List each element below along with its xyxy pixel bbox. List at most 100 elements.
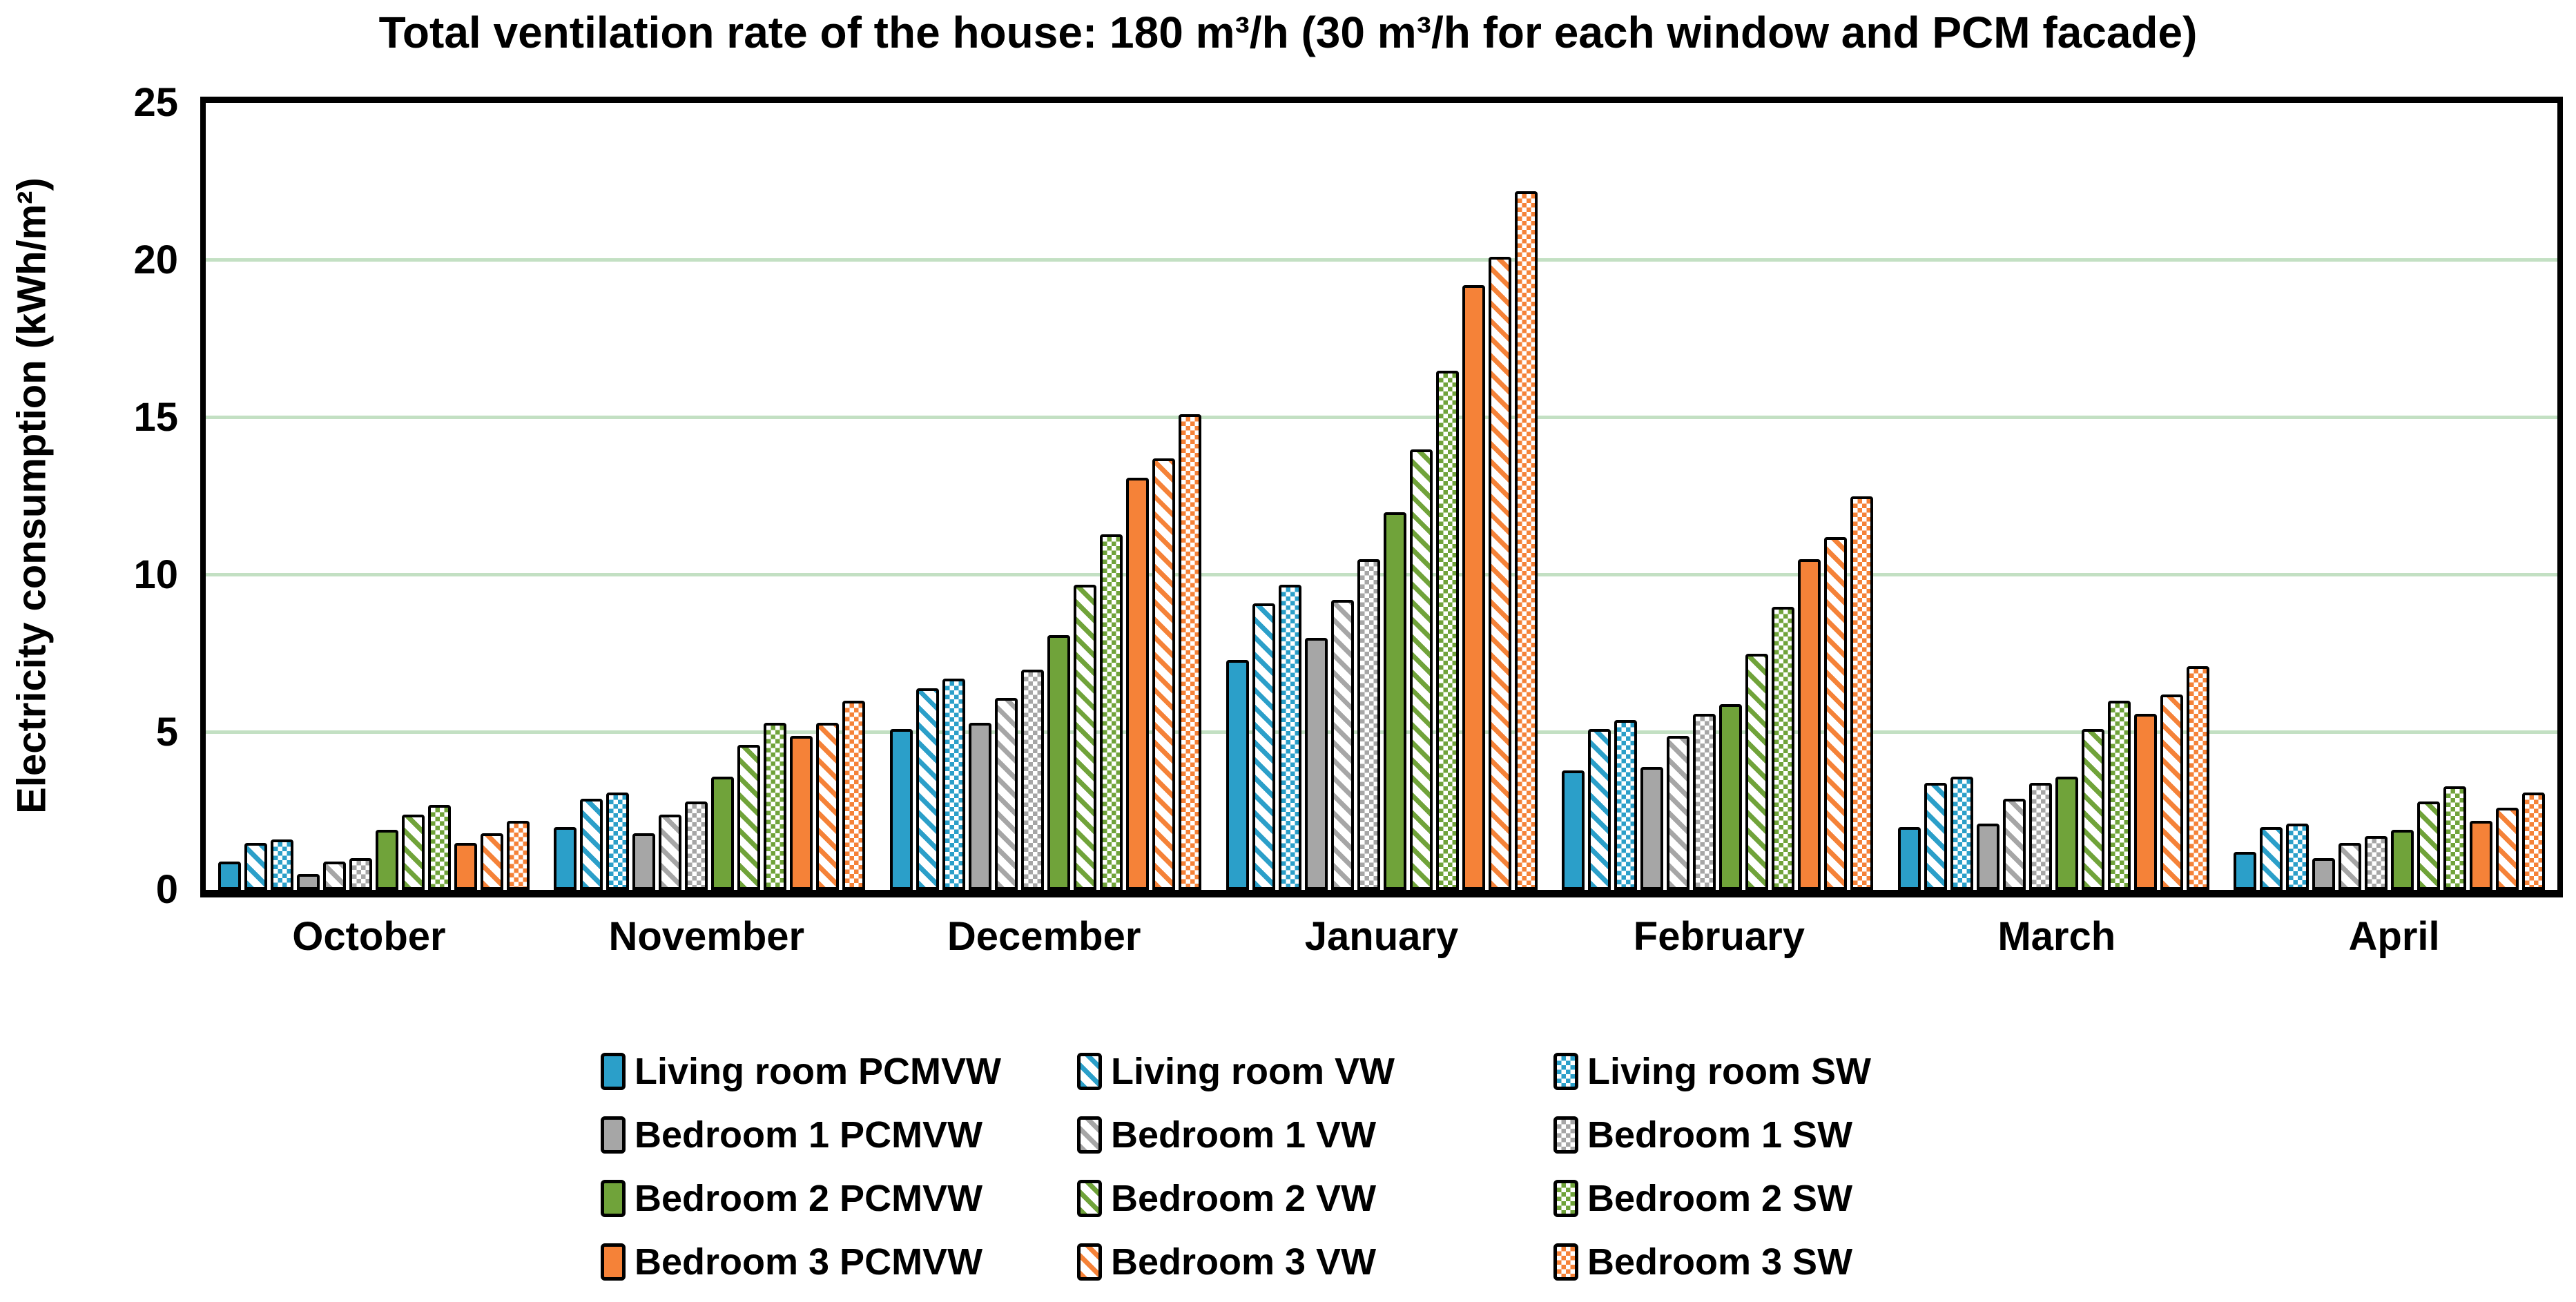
bar: [2338, 843, 2362, 890]
bar: [1383, 512, 1406, 890]
legend-item: Bedroom 1 SW: [1553, 1114, 1871, 1156]
bar: [2496, 808, 2519, 890]
bar: [1924, 783, 1947, 890]
legend-label: Bedroom 1 PCMVW: [635, 1114, 983, 1156]
bar: [2260, 827, 2283, 890]
legend-swatch-icon: [1553, 1053, 1578, 1090]
bar: [1614, 720, 1638, 890]
bar: [2055, 777, 2078, 890]
legend-label: Living room VW: [1111, 1051, 1395, 1092]
legend-swatch-icon: [1077, 1180, 1102, 1217]
bar: [685, 801, 708, 890]
bar: [1178, 414, 1201, 890]
chart-title: Total ventilation rate of the house: 180…: [378, 8, 2198, 57]
legend-item: Living room PCMVW: [601, 1051, 1077, 1092]
bar: [2160, 694, 2183, 890]
bar-group-october: [206, 103, 542, 890]
bar: [1152, 458, 1175, 890]
bar: [1435, 371, 1459, 890]
bar: [244, 843, 267, 890]
bar: [427, 805, 451, 890]
bar: [942, 679, 965, 890]
legend-item: Living room VW: [1077, 1051, 1553, 1092]
x-axis-label-october: October: [292, 914, 446, 959]
legend-swatch-icon: [1077, 1243, 1102, 1281]
y-tick-label: 15: [133, 395, 178, 440]
bar: [2391, 830, 2414, 890]
bar: [1330, 600, 1354, 890]
legend-swatch-icon: [601, 1243, 626, 1281]
legend-swatch-icon: [601, 1053, 626, 1090]
bar: [1073, 585, 1096, 890]
x-axis-label-december: December: [947, 914, 1141, 959]
legend-label: Bedroom 3 PCMVW: [635, 1241, 983, 1283]
bar-group-january: [1214, 103, 1550, 890]
bar: [1252, 603, 1275, 890]
bar: [1488, 257, 1511, 890]
bar: [1719, 704, 1743, 890]
bar: [790, 736, 813, 890]
gridline-10: [206, 573, 2557, 576]
legend-swatch-icon: [601, 1180, 626, 1217]
gridline-20: [206, 258, 2557, 262]
bar: [1514, 191, 1538, 890]
bar: [2081, 729, 2104, 890]
bar: [2443, 786, 2467, 890]
legend-item: Bedroom 3 VW: [1077, 1241, 1553, 1283]
bar-groups: [206, 103, 2557, 890]
bar: [1278, 585, 1301, 890]
bar: [916, 688, 939, 890]
bar: [1226, 660, 1249, 890]
bar: [2470, 821, 2493, 890]
bar: [816, 723, 840, 890]
gridline-5: [206, 730, 2557, 734]
bar: [764, 723, 787, 890]
bar: [349, 858, 372, 890]
legend-item: Bedroom 2 VW: [1077, 1178, 1553, 1219]
bar: [1462, 285, 1485, 890]
bar: [1562, 770, 1585, 890]
x-axis-label-january: January: [1304, 914, 1459, 959]
bar: [1745, 654, 1769, 890]
legend-swatch-icon: [1553, 1180, 1578, 1217]
bar: [2002, 799, 2026, 890]
bar-group-february: [1549, 103, 1886, 890]
bar: [1125, 478, 1149, 890]
bar: [711, 777, 735, 890]
x-axis-label-march: March: [1997, 914, 2116, 959]
bar: [1020, 670, 1044, 890]
bar: [2234, 852, 2257, 890]
bar: [1897, 827, 1921, 890]
bar: [2365, 836, 2388, 890]
plot-area: [200, 97, 2563, 897]
bar: [322, 862, 346, 890]
legend-label: Living room PCMVW: [635, 1051, 1001, 1092]
legend-label: Bedroom 3 SW: [1587, 1241, 1853, 1283]
bar: [2107, 701, 2131, 890]
bar-group-december: [878, 103, 1214, 890]
y-tick-label: 0: [155, 867, 178, 912]
bar: [217, 862, 241, 890]
bar: [1047, 635, 1070, 890]
legend-swatch-icon: [1077, 1053, 1102, 1090]
legend: Living room PCMVW Living room VW Living ro…: [601, 1051, 1871, 1283]
legend-label: Bedroom 1 VW: [1111, 1114, 1377, 1156]
bar: [968, 723, 991, 890]
bar: [1798, 559, 1821, 890]
bar: [580, 799, 603, 890]
y-tick-label: 20: [133, 237, 178, 282]
bar: [480, 833, 503, 890]
bar-group-november: [542, 103, 878, 890]
legend-item: Bedroom 3 PCMVW: [601, 1241, 1077, 1283]
legend-swatch-icon: [1553, 1116, 1578, 1154]
bar: [659, 815, 682, 890]
bar: [1640, 767, 1664, 890]
legend-swatch-icon: [601, 1116, 626, 1154]
legend-label: Bedroom 2 PCMVW: [635, 1178, 983, 1219]
bar: [1850, 496, 1874, 890]
bar: [1099, 534, 1123, 890]
bar: [375, 830, 398, 890]
x-axis-label-february: February: [1633, 914, 1805, 959]
bar: [270, 839, 293, 890]
bar: [1357, 559, 1380, 890]
